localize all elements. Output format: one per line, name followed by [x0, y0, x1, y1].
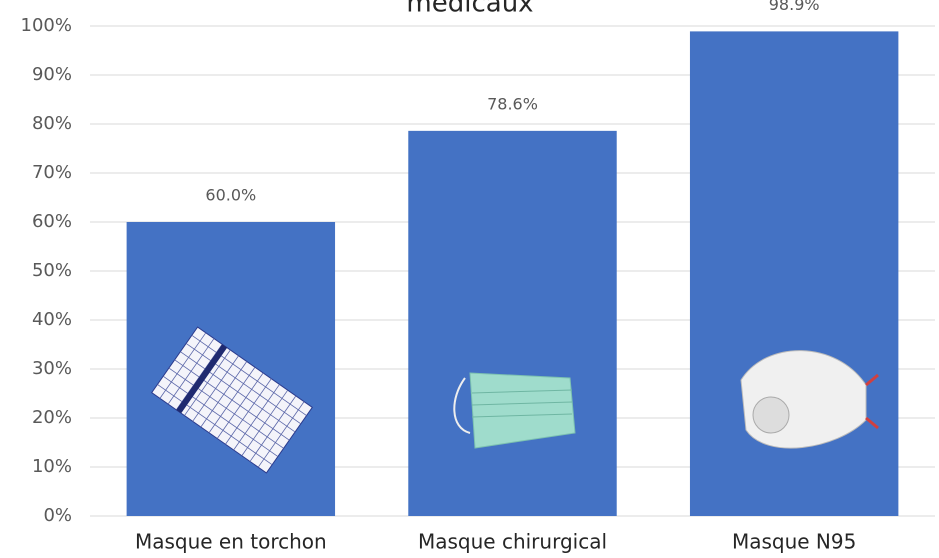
value-label: 78.6% — [487, 94, 538, 113]
y-tick-label: 0% — [43, 505, 72, 526]
x-tick-label: Masque chirurgical — [418, 530, 607, 554]
chart: médicaux 0% 10% 20% 30% 40% 50% 60% 70% 80% 90% 10… — [0, 0, 939, 558]
x-tick-label: Masque N95 — [732, 530, 856, 554]
y-tick-label: 70% — [32, 162, 72, 183]
y-tick-label: 30% — [32, 358, 72, 379]
y-tick-label: 60% — [32, 211, 72, 232]
bar — [408, 131, 616, 516]
y-tick-label: 80% — [32, 113, 72, 134]
y-tick-label: 10% — [32, 456, 72, 477]
y-tick-label: 100% — [21, 15, 72, 36]
value-label: 98.9% — [769, 0, 820, 14]
value-label: 60.0% — [205, 186, 256, 205]
valve — [753, 397, 789, 433]
y-tick-label: 20% — [32, 407, 72, 428]
y-tick-label: 90% — [32, 64, 72, 85]
mask — [741, 351, 866, 449]
y-tick-label: 50% — [32, 260, 72, 281]
x-tick-label: Masque en torchon — [135, 530, 327, 554]
y-tick-label: 40% — [32, 309, 72, 330]
chart-title: médicaux — [406, 0, 533, 19]
